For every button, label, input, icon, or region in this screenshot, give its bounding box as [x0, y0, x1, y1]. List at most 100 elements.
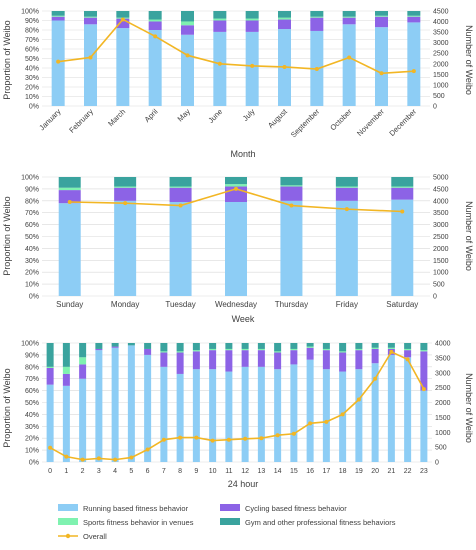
bar-segment-gym	[116, 11, 130, 18]
bar-segment-running	[114, 200, 137, 296]
overall-point	[217, 61, 222, 66]
x-tick-label: 6	[146, 468, 150, 475]
legend-swatch-cycling	[220, 504, 240, 511]
bar-segment-running	[111, 347, 119, 462]
bar-segment-running	[245, 31, 259, 106]
y-left-tick-label: 70%	[25, 210, 39, 217]
bar-segment-cycling	[160, 352, 168, 367]
bar-segment-cycling	[181, 25, 194, 35]
bar-segment-gym	[192, 343, 200, 351]
bar-segment-running	[342, 24, 356, 106]
bar-segment-running	[335, 200, 358, 296]
bar-segment-sports	[58, 187, 81, 191]
overall-point	[67, 199, 72, 204]
bar-segment-gym	[95, 343, 103, 349]
overall-point	[405, 357, 410, 362]
y-right-tick-label: 0	[435, 460, 439, 467]
y-left-tick-label: 50%	[25, 400, 39, 407]
bar-segment-sports	[245, 18, 259, 21]
x-tick-label: 2	[81, 468, 85, 475]
y-left-tick-label: 40%	[25, 412, 39, 419]
bar-segment-sports	[280, 185, 303, 187]
bar-segment-sports	[160, 351, 168, 353]
bar-segment-gym	[111, 343, 119, 347]
x-tick-label: 3	[97, 468, 101, 475]
bar-segment-running	[181, 34, 194, 106]
overall-point	[275, 433, 280, 438]
bar-segment-sports	[209, 348, 217, 351]
bar-segment-gym	[79, 343, 87, 358]
y-left-tick-label: 30%	[25, 258, 39, 265]
bar-segment-cycling	[310, 17, 324, 31]
overall-point	[56, 59, 61, 64]
chart-weekly: Week Proportion of Weibo Number of Weibo…	[2, 175, 474, 325]
bar-segment-gym	[404, 343, 412, 349]
y-right-tick-label: 2000	[433, 246, 449, 253]
overall-point	[194, 435, 199, 440]
x-tick-label: Saturday	[386, 300, 418, 309]
y-right-tick-label: 2000	[433, 61, 449, 68]
bar-segment-cycling	[391, 187, 414, 200]
bar-segment-cycling	[241, 350, 249, 367]
y-left-tick-label: 20%	[25, 85, 39, 92]
bar-segment-cycling	[116, 18, 130, 29]
overall-line	[58, 18, 414, 75]
bar-segment-gym	[225, 177, 247, 185]
bar-segment-running	[339, 371, 347, 462]
overall-point	[373, 376, 378, 381]
y-right-tick-label: 2500	[435, 385, 451, 392]
bar-segment-cycling	[51, 16, 65, 21]
bar-segment-sports	[181, 21, 194, 26]
bar-segment-cycling	[111, 346, 119, 348]
overall-point	[96, 456, 101, 461]
y-left-tick-label: 100%	[21, 175, 39, 182]
bar-segment-running	[355, 369, 363, 462]
y-left-tick-label: 40%	[25, 66, 39, 73]
bar-segment-cycling	[245, 20, 259, 32]
overall-point	[389, 349, 394, 354]
overall-point	[120, 17, 125, 22]
bar-segment-sports	[278, 17, 291, 20]
bar-segment-gym	[144, 343, 152, 349]
y-right-tick-label: 1500	[433, 72, 449, 79]
legend-label-running: Running based fitness behavior	[83, 504, 189, 513]
bar-segment-sports	[192, 350, 200, 352]
bar-segment-running	[58, 203, 81, 296]
y-left-tick-label: 90%	[25, 352, 39, 359]
overall-point	[356, 397, 361, 402]
bar-segment-cycling	[144, 348, 152, 355]
y-right-tick-label: 500	[435, 445, 447, 452]
bar-segment-running	[257, 366, 265, 462]
x-tick-label: 18	[339, 468, 347, 475]
overall-point	[308, 421, 313, 426]
bar-segment-cycling	[335, 187, 358, 201]
x-tick-label: Tuesday	[165, 300, 195, 309]
bar-segment-cycling	[84, 17, 97, 25]
bar-segment-sports	[114, 186, 137, 188]
overall-point	[347, 55, 352, 60]
overall-point	[234, 186, 238, 191]
bar-segment-cycling	[58, 190, 81, 204]
bar-segment-sports	[225, 348, 233, 351]
y-left-tick-label: 90%	[25, 186, 39, 193]
bar-segment-cycling	[404, 350, 412, 358]
bar-segment-cycling	[375, 16, 388, 28]
bar-segment-sports	[407, 15, 421, 17]
x-tick-label: October	[328, 107, 354, 133]
x-tick-label: 1	[64, 468, 68, 475]
bar-segment-sports	[46, 366, 54, 368]
bar-segment-cycling	[290, 350, 298, 365]
x-tick-label: Sunday	[56, 300, 83, 309]
x-tick-label: 21	[387, 468, 395, 475]
x-axis-title: Month	[230, 149, 255, 159]
bar-segment-sports	[148, 19, 162, 22]
bar-segment-sports	[310, 16, 324, 18]
bar-segment-running	[127, 345, 135, 462]
y-left-tick-label: 30%	[25, 75, 39, 82]
overall-point	[129, 455, 134, 460]
y-right-tick-label: 3000	[433, 222, 449, 229]
y-left-tick-label: 0%	[29, 104, 39, 111]
y-right-tick-label: 3000	[435, 370, 451, 377]
overall-point	[400, 209, 405, 214]
bar-segment-gym	[342, 11, 356, 17]
